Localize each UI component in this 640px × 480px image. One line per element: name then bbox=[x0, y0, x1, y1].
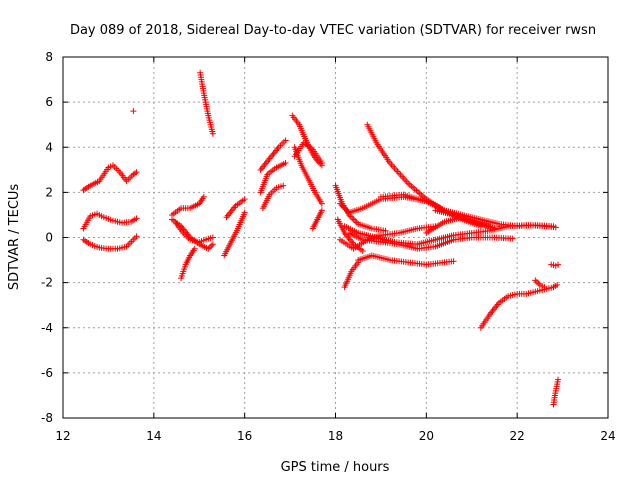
plot-frame bbox=[62, 56, 609, 419]
data-point-marker bbox=[352, 217, 359, 224]
data-point-marker bbox=[200, 193, 207, 200]
data-point-marker bbox=[282, 160, 289, 167]
data-point-marker bbox=[555, 261, 562, 268]
data-point-marker bbox=[350, 216, 357, 223]
data-point-marker bbox=[550, 223, 557, 230]
data-point-marker bbox=[349, 214, 356, 221]
y-tick-label: -8 bbox=[41, 411, 53, 425]
y-tick-label: 0 bbox=[45, 231, 53, 245]
data-point-marker bbox=[133, 215, 140, 222]
y-tick-label: -2 bbox=[41, 276, 53, 290]
data-point-marker bbox=[209, 234, 216, 241]
data-point-marker bbox=[209, 241, 216, 248]
y-axis-label: SDTVAR / TECUs bbox=[7, 184, 22, 291]
data-point-marker bbox=[535, 280, 542, 287]
data-point-marker bbox=[130, 108, 137, 115]
data-point-marker bbox=[133, 169, 140, 176]
data-point-marker bbox=[554, 281, 561, 288]
x-tick-label: 14 bbox=[146, 429, 161, 443]
y-tick-label: 2 bbox=[45, 185, 53, 199]
grid-lines bbox=[63, 57, 608, 418]
data-point-marker bbox=[509, 235, 516, 242]
data-point-marker bbox=[450, 258, 457, 265]
data-point-marker bbox=[131, 170, 138, 177]
x-tick-label: 20 bbox=[419, 429, 434, 443]
y-tick-label: 6 bbox=[45, 95, 53, 109]
chart-title: Day 089 of 2018, Sidereal Day-to-day VTE… bbox=[70, 23, 596, 38]
data-point-marker bbox=[318, 207, 325, 214]
x-axis-label: GPS time / hours bbox=[281, 460, 390, 475]
data-point-marker bbox=[318, 160, 325, 167]
data-point-marker bbox=[133, 233, 140, 240]
data-point-marker bbox=[282, 137, 289, 144]
data-point-marker bbox=[541, 284, 548, 291]
x-tick-label: 16 bbox=[237, 429, 252, 443]
data-point-marker bbox=[280, 182, 287, 189]
y-tick-label: 4 bbox=[45, 140, 53, 154]
data-points bbox=[80, 69, 562, 408]
data-point-marker bbox=[318, 200, 325, 207]
x-tick-label: 22 bbox=[510, 429, 525, 443]
data-point-marker bbox=[191, 245, 198, 252]
data-point-marker bbox=[491, 225, 498, 232]
data-point-marker bbox=[486, 223, 493, 230]
y-tick-label: 8 bbox=[45, 50, 53, 64]
data-point-marker bbox=[533, 278, 540, 285]
data-point-marker bbox=[241, 196, 248, 203]
y-tick-label: -6 bbox=[41, 366, 53, 380]
x-tick-label: 12 bbox=[55, 429, 70, 443]
data-point-marker bbox=[555, 376, 562, 383]
x-tick-label: 18 bbox=[328, 429, 343, 443]
data-point-marker bbox=[209, 130, 216, 137]
data-point-marker bbox=[340, 203, 347, 210]
data-point-marker bbox=[359, 248, 366, 255]
data-point-marker bbox=[206, 244, 213, 251]
x-tick-label: 24 bbox=[600, 429, 615, 443]
data-point-marker bbox=[241, 209, 248, 216]
y-tick-label: -4 bbox=[41, 321, 53, 335]
